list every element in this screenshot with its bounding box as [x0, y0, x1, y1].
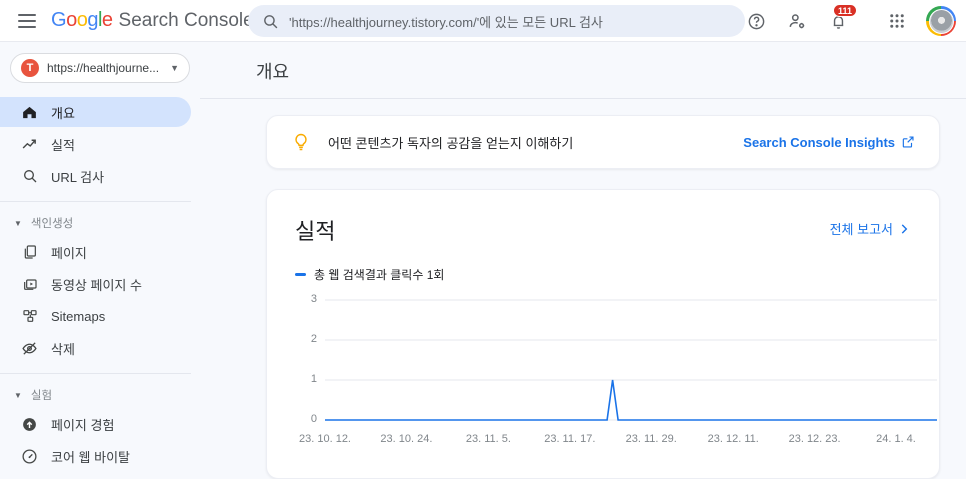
sidebar-item-label: 실적	[51, 137, 75, 153]
chart-legend: 총 웹 검색결과 클릭수 1회	[295, 266, 911, 283]
x-tick-label: 24. 1. 4.	[876, 433, 916, 445]
section-title: 색인생성	[30, 218, 74, 230]
clicks-line-series	[325, 379, 937, 421]
performance-card: 실적 전체 보고서 총 웹 검색결과 클릭수 1회 3 2 1 0 23. 10. 12…	[266, 189, 940, 479]
sidebar-item-label: 동영상 페이지 수	[51, 277, 142, 293]
sidebar-item-video-pages[interactable]: 동영상 페이지 수	[0, 269, 200, 299]
sidebar-item-label: 코어 웹 바이탈	[51, 449, 130, 465]
banner-text: 어떤 콘텐츠가 독자의 공감을 얻는지 이해하기	[328, 135, 574, 151]
sitemaps-tree-icon	[21, 308, 38, 325]
sidebar-item-label: 페이지	[51, 245, 87, 261]
x-tick-label: 23. 11. 5.	[465, 433, 511, 445]
property-label: https://healthjourne...	[47, 61, 160, 75]
sidebar-item-overview[interactable]: 개요	[0, 97, 191, 127]
insights-banner: 어떤 콘텐츠가 독자의 공감을 얻는지 이해하기 Search Console …	[266, 115, 940, 169]
search-placeholder: 'https://healthjourney.tistory.com/'에 있는…	[289, 14, 603, 30]
menu-icon[interactable]	[15, 9, 39, 33]
page-experience-icon	[21, 416, 38, 433]
divider	[200, 98, 966, 99]
collapse-triangle-icon: ▼	[14, 218, 22, 228]
collapse-triangle-icon: ▼	[14, 390, 22, 400]
lightbulb-icon	[291, 132, 311, 152]
sidebar-item-label: 삭제	[51, 341, 75, 357]
y-tick-label: 2	[310, 333, 317, 345]
page-title: 개요	[256, 62, 290, 82]
external-link-icon	[901, 135, 915, 149]
chevron-down-icon: ▼	[170, 63, 179, 73]
link-label: 전체 보고서	[829, 222, 893, 237]
search-icon	[262, 13, 279, 30]
speedometer-icon	[21, 448, 38, 465]
sidebar-item-page-experience[interactable]: 페이지 경험	[0, 409, 200, 439]
pages-copy-icon	[21, 244, 38, 261]
x-tick-label: 23. 10. 12.	[299, 433, 351, 445]
y-tick-label: 1	[310, 373, 317, 385]
sidebar: T https://healthjourne... ▼ 개요 실적 URL 검사…	[0, 42, 200, 479]
url-inspect-search-input[interactable]: 'https://healthjourney.tistory.com/'에 있는…	[248, 5, 745, 37]
avatar-image	[928, 8, 954, 34]
x-tick-label: 23. 12. 11.	[707, 433, 759, 445]
sidebar-item-performance[interactable]: 실적	[0, 129, 200, 159]
trending-chart-icon	[21, 136, 38, 153]
sidebar-item-removals[interactable]: 삭제	[0, 333, 200, 363]
property-selector[interactable]: T https://healthjourne... ▼	[10, 53, 190, 83]
chevron-right-icon	[897, 222, 911, 236]
y-tick-label: 0	[310, 413, 317, 425]
google-apps-grid-icon[interactable]	[885, 9, 909, 33]
notification-count-badge: 111	[833, 4, 858, 17]
x-tick-label: 23. 11. 29.	[625, 433, 677, 445]
section-indexing[interactable]: ▼ 색인생성	[0, 211, 200, 235]
sidebar-item-label: 개요	[51, 105, 75, 121]
product-name: Search Console	[118, 10, 254, 31]
link-label: Search Console Insights	[743, 134, 895, 150]
x-tick-label: 23. 11. 17.	[544, 433, 596, 445]
x-tick-label: 23. 12. 23.	[788, 433, 841, 445]
performance-title: 실적	[295, 219, 336, 244]
app-logo[interactable]: Google Search Console	[51, 9, 254, 32]
video-pages-icon	[21, 276, 38, 293]
sidebar-item-label: Sitemaps	[51, 308, 106, 324]
y-tick-label: 3	[310, 293, 317, 305]
performance-chart[interactable]: 3 2 1 0 23. 10. 12. 23. 10. 24. 23. 11. 5. 23. …	[295, 293, 937, 451]
sidebar-item-label: 페이지 경험	[51, 417, 115, 433]
notifications-bell-icon[interactable]: 111	[826, 4, 858, 33]
sidebar-item-sitemaps[interactable]: Sitemaps	[0, 301, 200, 331]
search-console-insights-link[interactable]: Search Console Insights	[743, 135, 915, 150]
section-experience[interactable]: ▼ 실험	[0, 383, 200, 407]
sidebar-item-url-inspection[interactable]: URL 검사	[0, 161, 200, 191]
user-settings-icon[interactable]	[785, 9, 809, 33]
section-title: 실험	[30, 390, 53, 402]
divider	[0, 373, 191, 374]
main-content: 개요 어떤 콘텐츠가 독자의 공감을 얻는지 이해하기 Search Conso…	[200, 42, 966, 479]
sidebar-item-https[interactable]: HTTPS	[0, 473, 200, 479]
property-favicon: T	[21, 59, 39, 77]
divider	[0, 201, 191, 202]
google-logo: Google	[51, 9, 113, 31]
search-icon	[21, 168, 38, 185]
home-icon	[21, 104, 38, 121]
eye-off-icon	[21, 340, 38, 357]
full-report-link[interactable]: 전체 보고서	[830, 219, 911, 238]
legend-dash-icon	[295, 273, 306, 276]
account-avatar[interactable]	[926, 6, 956, 36]
app-header: Google Search Console 'https://healthjou…	[0, 0, 966, 42]
sidebar-item-label: URL 검사	[51, 169, 105, 185]
sidebar-item-core-web-vitals[interactable]: 코어 웹 바이탈	[0, 441, 200, 471]
help-icon[interactable]	[744, 9, 768, 33]
sidebar-item-pages[interactable]: 페이지	[0, 237, 200, 267]
x-tick-label: 23. 10. 24.	[380, 433, 433, 445]
legend-label: 총 웹 검색결과 클릭수 1회	[314, 268, 445, 282]
